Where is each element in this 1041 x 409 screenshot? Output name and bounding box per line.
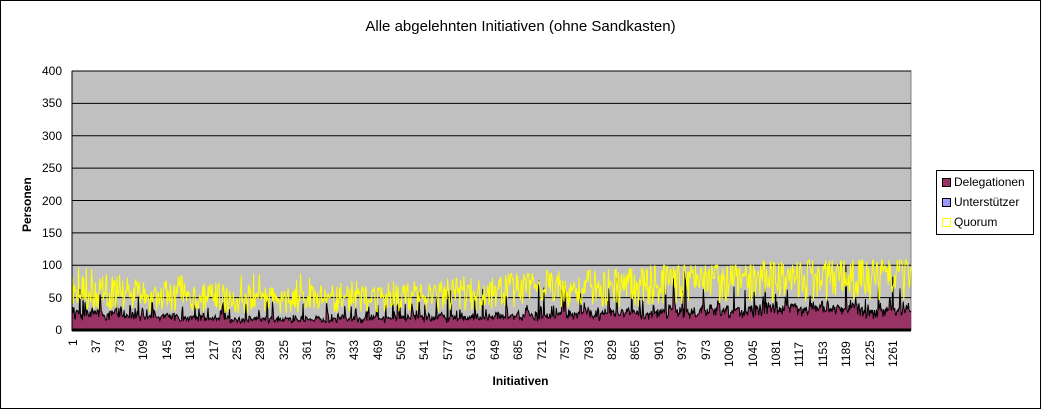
x-tick-label: 1189 xyxy=(839,341,854,367)
unterstuetzer-swatch-icon xyxy=(942,197,951,207)
x-tick-label: 73 xyxy=(112,339,127,353)
series-total-line xyxy=(71,265,912,325)
x-tick-label: 433 xyxy=(347,339,362,360)
y-tick-label: 100 xyxy=(41,258,62,273)
y-tick-label: 400 xyxy=(41,64,62,78)
x-tick-label: 469 xyxy=(370,339,385,360)
x-tick-label: 289 xyxy=(253,339,268,360)
x-tick-label: 541 xyxy=(417,339,432,360)
legend-item-quorum: Quorum xyxy=(942,215,997,229)
legend-label: Quorum xyxy=(954,215,998,229)
x-tick-label: 181 xyxy=(183,339,198,360)
x-tick-label: 577 xyxy=(440,339,455,360)
y-tick-label: 350 xyxy=(41,96,62,111)
legend-item-delegationen: Delegationen xyxy=(942,175,1025,189)
x-tick-label: 109 xyxy=(136,339,151,360)
legend: Delegationen Unterstützer Quorum xyxy=(936,170,1034,235)
x-tick-label: 145 xyxy=(159,339,174,360)
x-tick-label: 1153 xyxy=(815,341,830,367)
x-tick-label: 1 xyxy=(66,339,80,346)
x-tick-label: 1225 xyxy=(862,340,877,367)
x-tick-label: 253 xyxy=(230,339,245,360)
legend-label: Unterstützer xyxy=(954,195,1020,209)
x-tick-label: 1045 xyxy=(745,340,760,367)
series-quorum xyxy=(71,258,912,314)
x-tick-label: 757 xyxy=(558,339,573,360)
y-tick-label: 200 xyxy=(41,193,62,208)
x-tick-label: 613 xyxy=(464,339,479,360)
quorum-swatch-icon xyxy=(942,217,951,227)
x-tick-label: 1081 xyxy=(768,340,783,367)
x-tick-label: 829 xyxy=(604,339,619,360)
x-tick-label: 865 xyxy=(628,339,643,360)
legend-label: Delegationen xyxy=(954,175,1025,189)
x-tick-label: 1261 xyxy=(886,340,901,367)
x-tick-label: 217 xyxy=(206,339,221,360)
y-tick-label: 50 xyxy=(48,290,62,305)
x-tick-label: 793 xyxy=(581,339,596,360)
x-tick-label: 361 xyxy=(300,339,315,360)
x-tick-label: 325 xyxy=(276,339,291,360)
y-tick-label: 300 xyxy=(41,128,62,143)
x-tick-label: 397 xyxy=(323,339,338,360)
x-tick-label: 505 xyxy=(394,339,409,360)
x-axis-label: Initiativen xyxy=(492,374,549,388)
x-tick-label: 937 xyxy=(675,339,690,360)
y-tick-label: 0 xyxy=(55,323,62,337)
x-tick-label: 685 xyxy=(511,339,526,360)
x-tick-label: 1009 xyxy=(722,340,737,367)
x-tick-label: 37 xyxy=(89,339,104,353)
x-tick-label: 1117 xyxy=(792,342,807,367)
x-tick-label: 721 xyxy=(534,339,549,360)
x-tick-label: 649 xyxy=(487,339,502,360)
chart-title: Alle abgelehnten Initiativen (ohne Sandk… xyxy=(365,18,676,35)
x-tick-label: 973 xyxy=(698,339,713,360)
y-tick-label: 250 xyxy=(41,161,62,176)
x-tick-label: 901 xyxy=(651,339,666,360)
series-delegationen xyxy=(72,265,911,330)
delegationen-swatch-icon xyxy=(942,177,951,187)
y-tick-label: 150 xyxy=(41,225,62,240)
legend-item-unterstuetzer: Unterstützer xyxy=(942,195,1019,209)
